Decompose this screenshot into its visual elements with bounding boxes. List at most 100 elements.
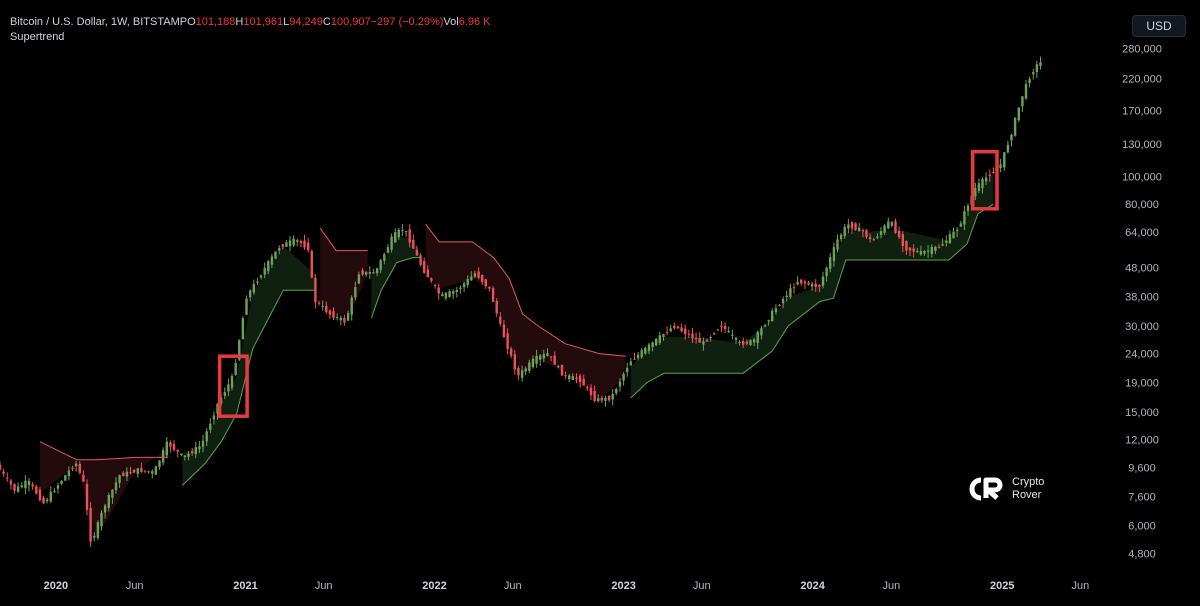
candle-body-175 (633, 358, 636, 360)
candle-body-132 (477, 271, 480, 278)
candle-body-97 (350, 297, 353, 315)
candle-body-236 (854, 223, 857, 231)
candle-body-37 (132, 470, 136, 473)
symbol-title[interactable]: Bitcoin / U.S. Dollar, 1W, BITSTAMP (10, 16, 188, 28)
candle-body-222 (803, 281, 807, 284)
candle-body-102 (368, 272, 371, 274)
candle-body-95 (343, 317, 346, 323)
candle-body-212 (767, 320, 770, 322)
time-axis[interactable]: 2020 Jun 2021 Jun 2022 Jun 2023 Jun 2024 Jun 2025 J… (44, 580, 1090, 592)
candle-body-271 (981, 179, 984, 189)
candle-body-185 (669, 328, 672, 332)
candle-body-171 (618, 381, 622, 387)
candle-body-141 (510, 348, 513, 356)
candle-body-3 (9, 480, 13, 485)
candle-body-103 (372, 272, 375, 274)
candle-body-252 (912, 248, 915, 252)
candle-body-127 (459, 287, 462, 290)
candle-body-218 (789, 288, 792, 298)
close-label: C (322, 16, 331, 28)
candle-body-106 (383, 254, 386, 261)
candle-body-49 (176, 449, 179, 452)
candle-body-277 (1003, 152, 1006, 168)
candle-body-138 (499, 316, 502, 324)
candle-body-82 (296, 240, 299, 242)
candle-body-260 (941, 244, 944, 246)
candle-body-121 (437, 287, 440, 294)
candle-body-217 (785, 295, 788, 298)
candle-body-144 (520, 370, 524, 378)
candle-body-200 (723, 325, 727, 330)
candle-body-159 (575, 377, 578, 379)
candle-body-259 (937, 246, 941, 248)
candle-body-1 (2, 471, 5, 474)
candle-body-96 (346, 312, 350, 321)
y-tick-label-10: 24,000 (1125, 349, 1159, 361)
candle-body-197 (713, 332, 716, 334)
candle-body-241 (872, 239, 875, 241)
x-tick-label-3: Jun (315, 580, 333, 592)
candle-body-43 (154, 466, 158, 475)
x-tick-label-11: Jun (1072, 580, 1090, 592)
candle-body-50 (180, 453, 183, 456)
candle-body-251 (908, 247, 912, 251)
x-tick-label-4: 2022 (422, 580, 446, 592)
highlight-box-0 (217, 354, 249, 418)
candle-body-113 (408, 229, 411, 243)
currency-button[interactable]: USD (1132, 15, 1186, 37)
candle-body-214 (774, 308, 778, 313)
candle-body-35 (125, 471, 129, 477)
indicator-title[interactable]: Supertrend (10, 31, 65, 43)
logo-line1: Crypto (1012, 476, 1045, 488)
candle-body-230 (832, 247, 836, 261)
candle-body-235 (850, 221, 854, 229)
candle-body-286 (1035, 64, 1039, 72)
candle-body-114 (412, 240, 415, 249)
candle-body-152 (549, 356, 553, 358)
candle-body-26 (93, 535, 96, 538)
candle-body-20 (71, 467, 74, 469)
x-tick-label-8: 2024 (800, 580, 825, 592)
candle-body-126 (455, 290, 458, 292)
candle-body-135 (488, 286, 491, 289)
candle-body-83 (299, 240, 303, 244)
x-tick-label-0: 2020 (44, 580, 68, 592)
candle-body-78 (281, 244, 284, 247)
highlight-box-1 (970, 149, 999, 211)
candle-body-216 (781, 299, 785, 304)
candle-body-198 (716, 329, 720, 331)
candle-body-150 (542, 354, 545, 359)
candle-body-161 (582, 378, 585, 386)
y-tick-label-9: 30,000 (1125, 321, 1159, 333)
candle-body-7 (24, 480, 27, 489)
x-tick-label-10: 2025 (990, 580, 1014, 592)
candle-body-158 (571, 376, 574, 380)
candle-body-263 (952, 231, 955, 238)
candle-body-94 (339, 317, 342, 321)
high-label: H (235, 16, 244, 28)
candle-body-256 (926, 250, 930, 252)
y-tick-label-2: 170,000 (1122, 106, 1162, 118)
x-tick-label-6: 2023 (611, 580, 635, 592)
price-axis[interactable]: 280,000 220,000 170,000 130,000 100,000 80,00… (1122, 44, 1162, 561)
candle-body-254 (919, 251, 923, 255)
candle-body-69 (249, 290, 252, 298)
candle-body-213 (771, 310, 774, 322)
candle-body-284 (1028, 79, 1031, 83)
candle-body-192 (694, 338, 698, 340)
candle-body-122 (441, 294, 444, 297)
candle-body-120 (433, 285, 437, 286)
candle-body-187 (676, 326, 680, 329)
candle-body-70 (252, 284, 255, 293)
candle-body-220 (796, 282, 799, 285)
candle-body-60 (216, 403, 219, 414)
candle-body-151 (546, 353, 549, 356)
candle-body-124 (448, 291, 451, 298)
candle-body-92 (332, 311, 335, 318)
candle-body-183 (662, 334, 665, 337)
supertrend-fill-0 (39, 441, 169, 538)
candle-body-62 (223, 392, 226, 396)
candle-body-104 (375, 268, 379, 274)
candle-body-247 (894, 221, 897, 233)
